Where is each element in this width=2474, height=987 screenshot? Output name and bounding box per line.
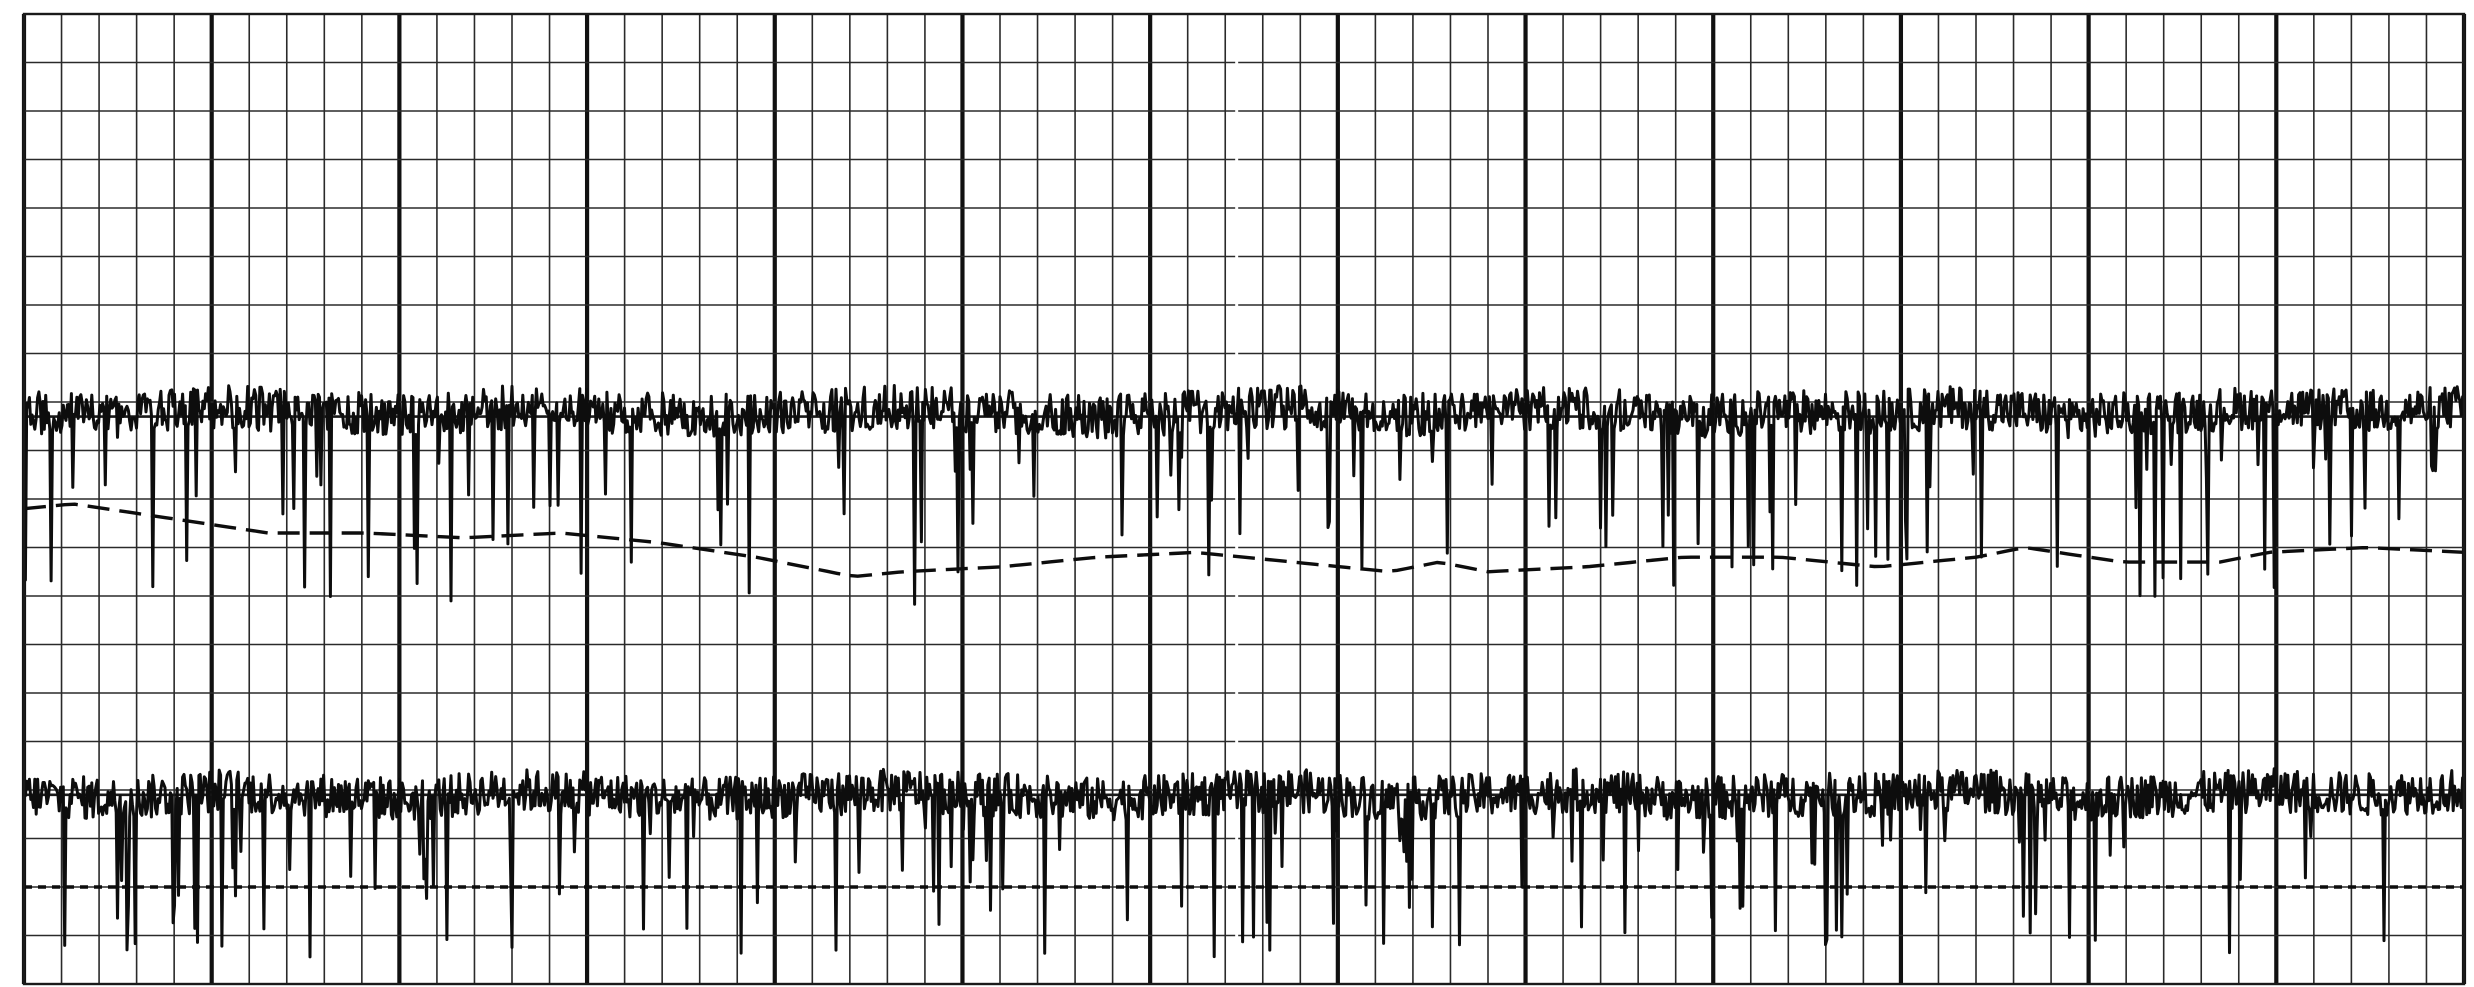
series-upper-dashed-line bbox=[23, 502, 2465, 578]
chart-frame bbox=[22, 12, 2466, 986]
series-upper-solid-line bbox=[22, 384, 2466, 606]
series-lower-solid-line bbox=[22, 767, 2466, 959]
chart-traces bbox=[22, 384, 2466, 959]
